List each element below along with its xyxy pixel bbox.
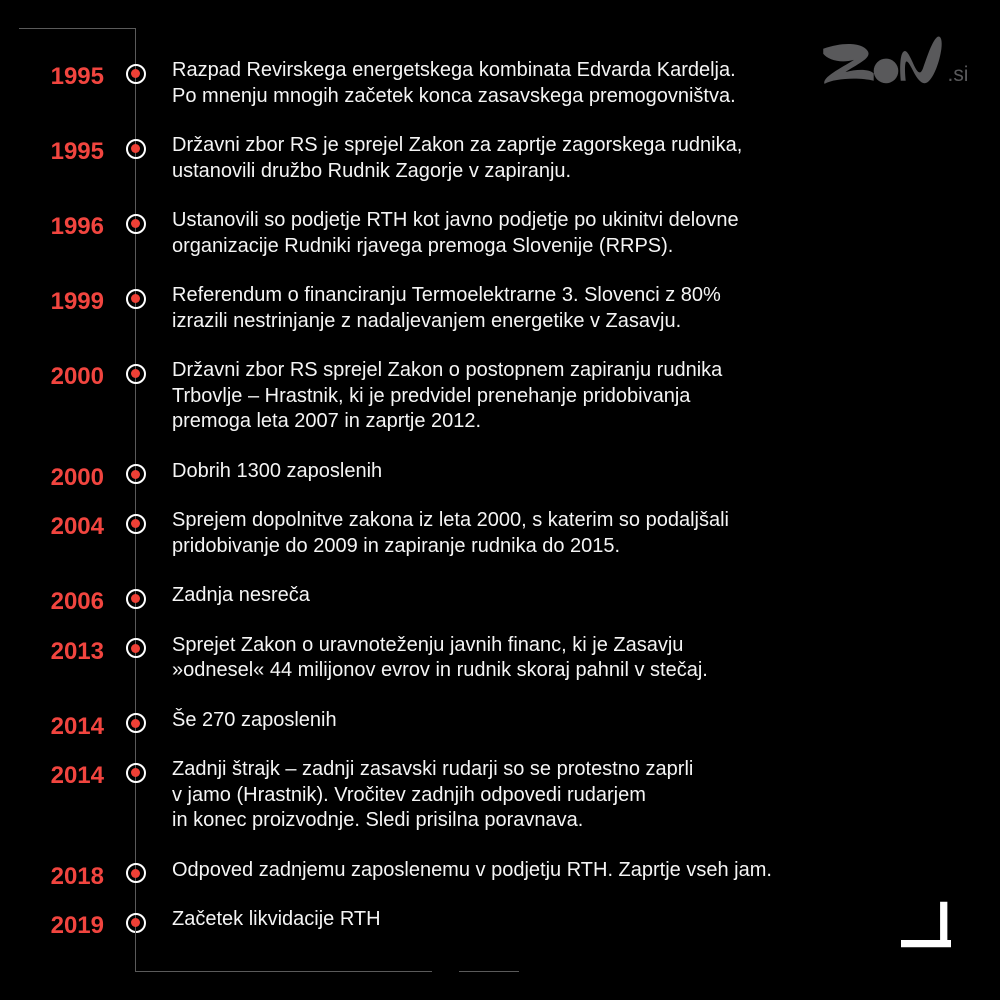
svg-text:.si: .si — [948, 63, 969, 86]
